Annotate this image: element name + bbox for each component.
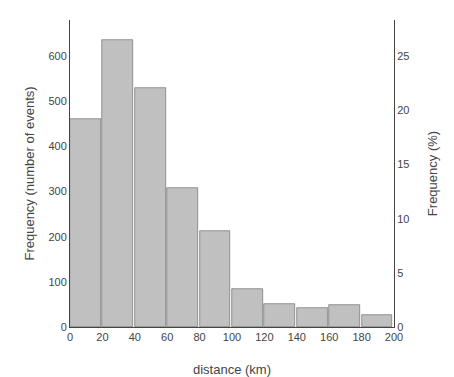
svg-text:120: 120	[255, 331, 273, 343]
svg-text:600: 600	[48, 50, 66, 62]
svg-text:distance (km): distance (km)	[193, 362, 271, 377]
svg-text:0: 0	[61, 321, 67, 333]
svg-text:400: 400	[48, 140, 66, 152]
svg-text:25: 25	[397, 50, 409, 62]
svg-text:100: 100	[223, 331, 241, 343]
svg-text:140: 140	[288, 331, 306, 343]
svg-text:60: 60	[161, 331, 173, 343]
svg-text:300: 300	[48, 185, 66, 197]
svg-text:Frequency (%): Frequency (%)	[425, 131, 440, 216]
svg-text:10: 10	[397, 213, 409, 225]
svg-text:180: 180	[352, 331, 370, 343]
svg-text:100: 100	[48, 276, 66, 288]
svg-text:200: 200	[48, 231, 66, 243]
svg-text:80: 80	[193, 331, 205, 343]
svg-text:40: 40	[129, 331, 141, 343]
svg-text:160: 160	[320, 331, 338, 343]
svg-text:20: 20	[397, 104, 409, 116]
svg-text:5: 5	[397, 267, 403, 279]
svg-text:0: 0	[397, 321, 403, 333]
svg-text:0: 0	[67, 331, 73, 343]
svg-text:20: 20	[96, 331, 108, 343]
svg-text:500: 500	[48, 95, 66, 107]
svg-text:Frequency (number of events): Frequency (number of events)	[22, 86, 37, 260]
svg-text:15: 15	[397, 158, 409, 170]
svg-text:200: 200	[385, 331, 403, 343]
